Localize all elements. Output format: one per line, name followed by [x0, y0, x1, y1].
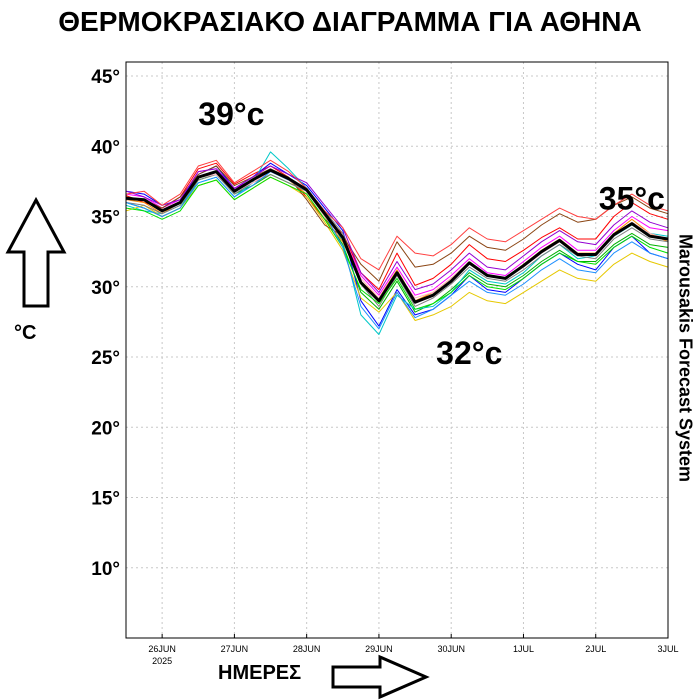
y-tick-label: 25°	[91, 348, 120, 369]
y-tick-label: 20°	[91, 418, 120, 439]
temperature-annotation: 39°c	[198, 96, 264, 132]
y-tick-label: 15°	[91, 489, 120, 510]
ensemble-mean-line	[125, 168, 669, 304]
x-tick-label: 26JUN	[148, 644, 176, 654]
ensemble-member-line	[125, 165, 669, 293]
y-tick-label: 45°	[91, 67, 120, 88]
temperature-annotation: 35°c	[599, 181, 665, 217]
ensemble-member-line	[125, 171, 669, 330]
mean-series	[125, 168, 669, 304]
ensemble-member-line	[125, 162, 669, 327]
right-arrow-icon	[331, 654, 430, 700]
x-tick-label: 2JUL	[585, 644, 606, 654]
side-credit-text: Marousakis Forecast System	[675, 233, 696, 483]
ensemble-member-line	[125, 165, 669, 282]
ensemble-member-line	[125, 159, 669, 271]
y-tick-label: 35°	[91, 208, 120, 229]
x-tick-sublabel: 2025	[152, 656, 172, 666]
y-tick-label: 10°	[91, 559, 120, 580]
y-axis-label: °C	[14, 322, 37, 344]
side-credit: Marousakis Forecast System	[674, 208, 696, 508]
axis-arrows	[5, 196, 430, 700]
x-axis-label: ΗΜΕΡΕΣ	[218, 662, 302, 684]
ensemble-member-line	[125, 176, 669, 321]
chart-title: ΘΕΡΜΟΚΡΑΣΙΑΚΟ ΔΙΑΓΡΑΜΜΑ ΓΙΑ ΑΘΗΝΑ	[58, 6, 642, 37]
up-arrow-icon	[5, 196, 67, 308]
ensemble-member-line	[125, 176, 669, 310]
ensemble-series	[125, 151, 669, 335]
grid-lines	[126, 62, 669, 638]
x-tick-label: 28JUN	[293, 644, 321, 654]
x-tick-label: 30JUN	[437, 644, 465, 654]
temperature-annotation: 32°c	[436, 335, 502, 371]
annotations: 39°c 32°c 35°c	[198, 96, 665, 371]
plot-frame	[125, 61, 669, 639]
y-tick-label: 30°	[91, 278, 120, 299]
ensemble-member-line	[125, 162, 669, 291]
y-tick-label: 40°	[91, 137, 120, 158]
x-tick-label: 27JUN	[221, 644, 249, 654]
x-tick-label: 1JUL	[513, 644, 534, 654]
x-axis: 26JUN 2025 27JUN 28JUN 29JUN 30JUN 1JUL 2JUL 3JU…	[148, 634, 679, 666]
y-axis: 45° 40° 35° 30° 25° 20° 15° 10°	[91, 67, 120, 580]
x-tick-label: 29JUN	[365, 644, 393, 654]
x-tick-label: 3JUL	[657, 644, 678, 654]
